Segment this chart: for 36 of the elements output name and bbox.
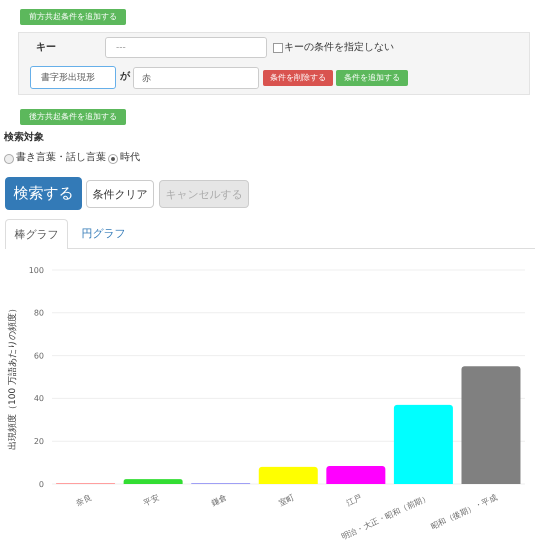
y-tick-label: 40 [34, 394, 44, 404]
bar [461, 366, 520, 484]
text: 後方共起条件を追加する [20, 109, 126, 125]
y-tick-label: 0 [38, 480, 44, 489]
bar [326, 466, 386, 484]
y-tick-label: 20 [34, 437, 44, 446]
bar [124, 479, 183, 484]
x-tick-label: 平安 [142, 492, 161, 508]
x-tick-label: 江戸 [344, 492, 364, 508]
text: 前方共起条件を追加する [20, 9, 126, 25]
text: キーの条件を指定しない [284, 41, 395, 55]
text: 時代 [120, 151, 141, 165]
text: 条件を追加する [336, 70, 408, 86]
text: 条件を削除する [263, 70, 333, 86]
text: キャンセルする [159, 180, 249, 208]
text: 検索対象 [4, 131, 45, 145]
bar [394, 404, 453, 484]
text: --- [105, 37, 267, 58]
text: 赤 [133, 67, 259, 89]
text: が [120, 70, 132, 84]
text: 円グラフ [80, 226, 126, 242]
x-tick-label: 鎌倉 [210, 492, 228, 508]
y-tick-label: 100 [28, 266, 44, 275]
x-tick-label: 奈良 [74, 492, 93, 508]
bar [258, 466, 318, 484]
text: 検索する [5, 177, 82, 210]
text: 書字形出現形 [30, 66, 116, 89]
y-tick-label: 60 [34, 351, 44, 360]
text: 条件クリア [86, 180, 154, 208]
y-axis-title: 出現頻度（100 万語あたりの頻度） [7, 304, 18, 450]
y-tick-label: 80 [34, 308, 44, 318]
x-tick-label: 室町 [277, 492, 296, 508]
text: 棒グラフ [5, 219, 68, 249]
text: 書き言葉・話し言葉 [16, 151, 107, 165]
text: キー [36, 41, 57, 55]
x-tick-label: 昭和（後期）・平成 [429, 492, 498, 532]
